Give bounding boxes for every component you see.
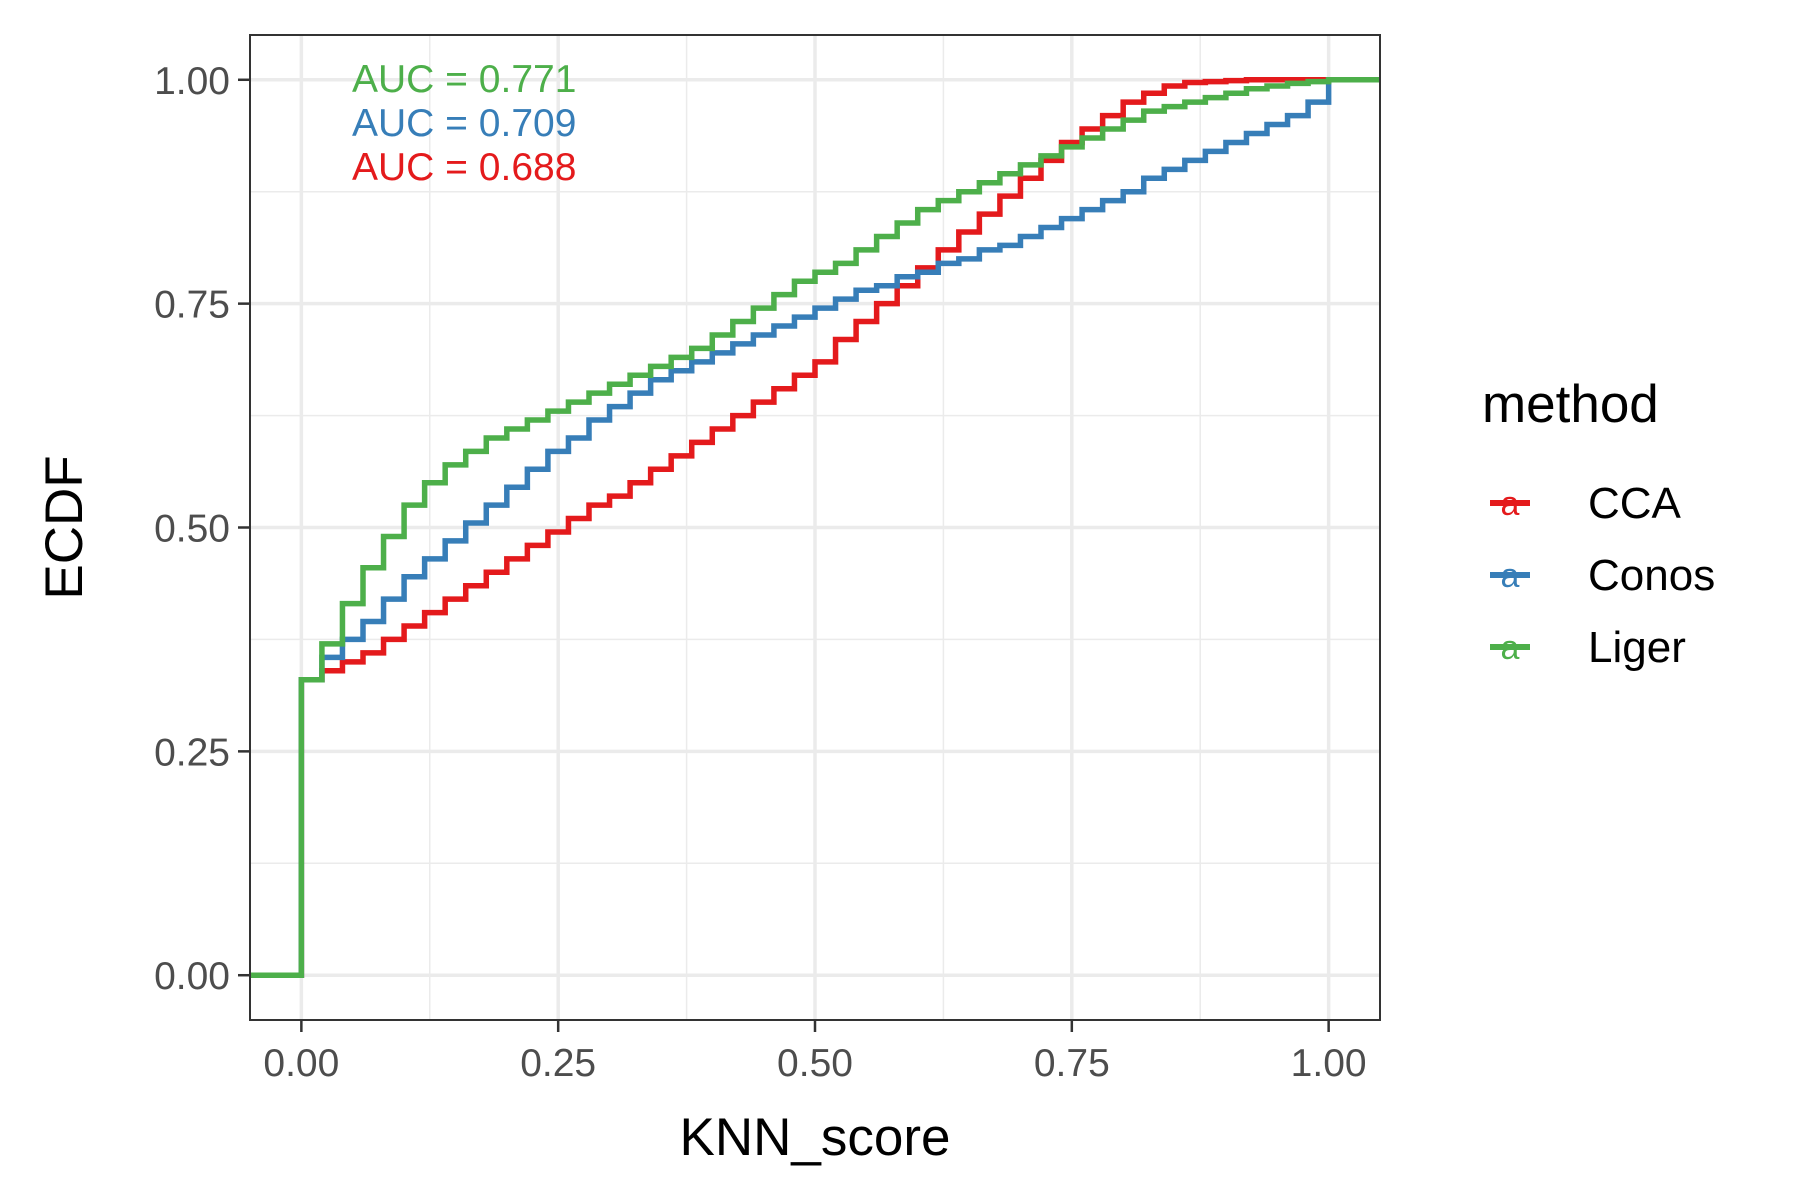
axis-ticks: 0.00 0.25 0.50 0.75 1.00 0.00 0.25 0.50 0.75 1.00 xyxy=(154,60,1366,1085)
series-lines xyxy=(250,77,1380,978)
legend-label: Liger xyxy=(1588,623,1686,672)
x-tick-label: 1.00 xyxy=(1291,1042,1367,1085)
legend-items: a CCA a Conos a Liger xyxy=(1490,479,1715,672)
auc-label: AUC = 0.688 xyxy=(352,146,576,189)
legend-key-glyph: a xyxy=(1501,485,1520,523)
series-line-liger xyxy=(250,77,1380,978)
x-tick-label: 0.25 xyxy=(520,1042,596,1085)
y-tick-label: 0.50 xyxy=(154,508,230,551)
series-line-conos xyxy=(250,77,1380,978)
y-tick-label: 0.00 xyxy=(154,955,230,998)
legend-label: Conos xyxy=(1588,551,1715,600)
legend-key-glyph: a xyxy=(1501,557,1520,595)
x-tick-label: 0.00 xyxy=(263,1042,339,1085)
series-line-cca xyxy=(250,77,1380,978)
y-tick-label: 0.25 xyxy=(154,731,230,774)
x-tick-label: 0.75 xyxy=(1034,1042,1110,1085)
y-axis-title: ECDF xyxy=(35,455,94,599)
x-axis-title: KNN_score xyxy=(680,1108,951,1167)
x-tick-label: 0.50 xyxy=(777,1042,853,1085)
auc-label: AUC = 0.709 xyxy=(352,102,576,145)
legend-title: method xyxy=(1482,375,1659,434)
legend-label: CCA xyxy=(1588,479,1682,528)
auc-label: AUC = 0.771 xyxy=(352,58,576,101)
y-tick-label: 0.75 xyxy=(154,284,230,327)
legend: method a CCA a Conos a Liger xyxy=(1482,375,1715,672)
y-tick-label: 1.00 xyxy=(154,60,230,103)
legend-key-glyph: a xyxy=(1501,629,1520,667)
